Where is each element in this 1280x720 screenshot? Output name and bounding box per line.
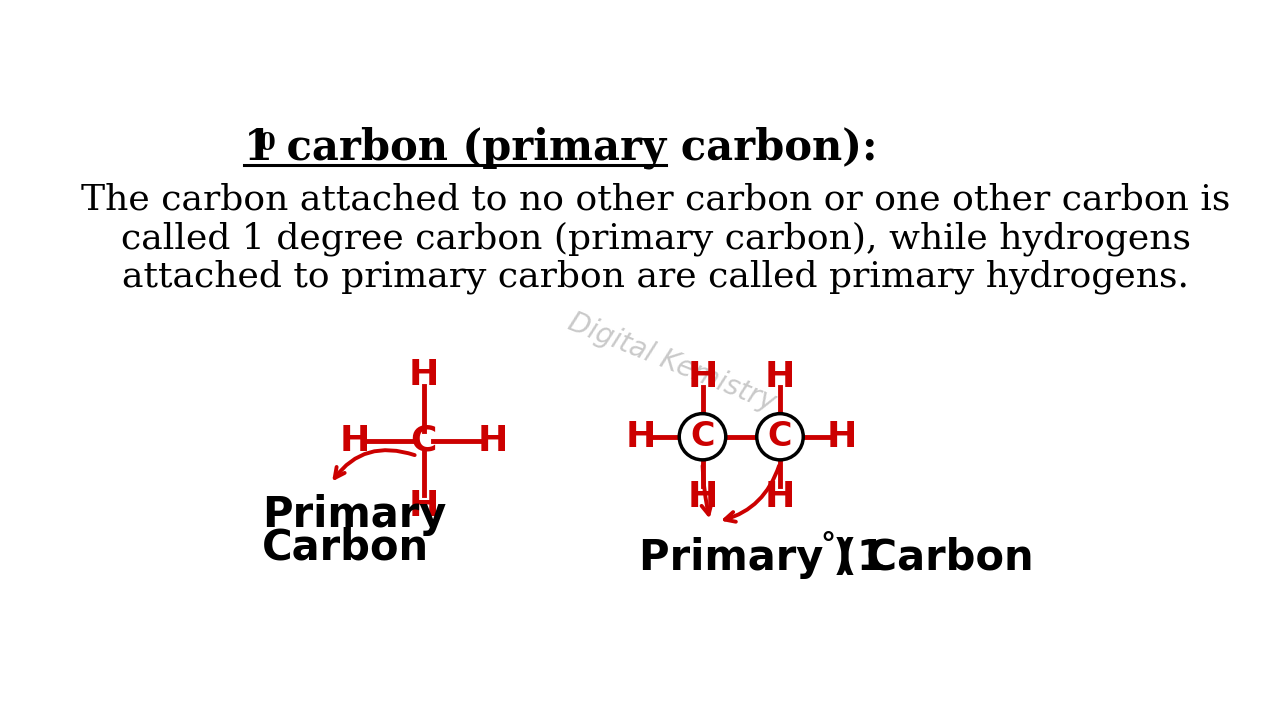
Text: attached to primary carbon are called primary hydrogens.: attached to primary carbon are called pr…: [123, 260, 1189, 294]
Text: C: C: [768, 420, 792, 454]
Text: called 1 degree carbon (primary carbon), while hydrogens: called 1 degree carbon (primary carbon),…: [122, 221, 1190, 256]
Text: H: H: [687, 480, 718, 514]
Text: H: H: [477, 423, 508, 458]
Text: ) Carbon: ) Carbon: [833, 537, 1033, 579]
Text: H: H: [408, 358, 439, 392]
Text: Primary: Primary: [262, 495, 447, 536]
Text: H: H: [626, 420, 655, 454]
Text: H: H: [339, 423, 370, 458]
Text: Carbon: Carbon: [262, 527, 429, 569]
Text: 1: 1: [243, 127, 273, 168]
Text: H: H: [765, 360, 795, 394]
Text: H: H: [827, 420, 858, 454]
Text: The carbon attached to no other carbon or one other carbon is: The carbon attached to no other carbon o…: [82, 183, 1230, 217]
Text: H: H: [687, 360, 718, 394]
Text: C: C: [690, 420, 714, 454]
Text: carbon (primary carbon):: carbon (primary carbon):: [271, 127, 877, 169]
Text: H: H: [408, 489, 439, 523]
Text: Digital Kemistry: Digital Kemistry: [563, 307, 780, 416]
Text: °: °: [820, 531, 836, 560]
Circle shape: [680, 414, 726, 460]
Text: H: H: [765, 480, 795, 514]
Text: Primary (1: Primary (1: [639, 537, 886, 579]
Circle shape: [756, 414, 804, 460]
Text: 0: 0: [259, 130, 276, 155]
Text: C: C: [411, 423, 436, 458]
